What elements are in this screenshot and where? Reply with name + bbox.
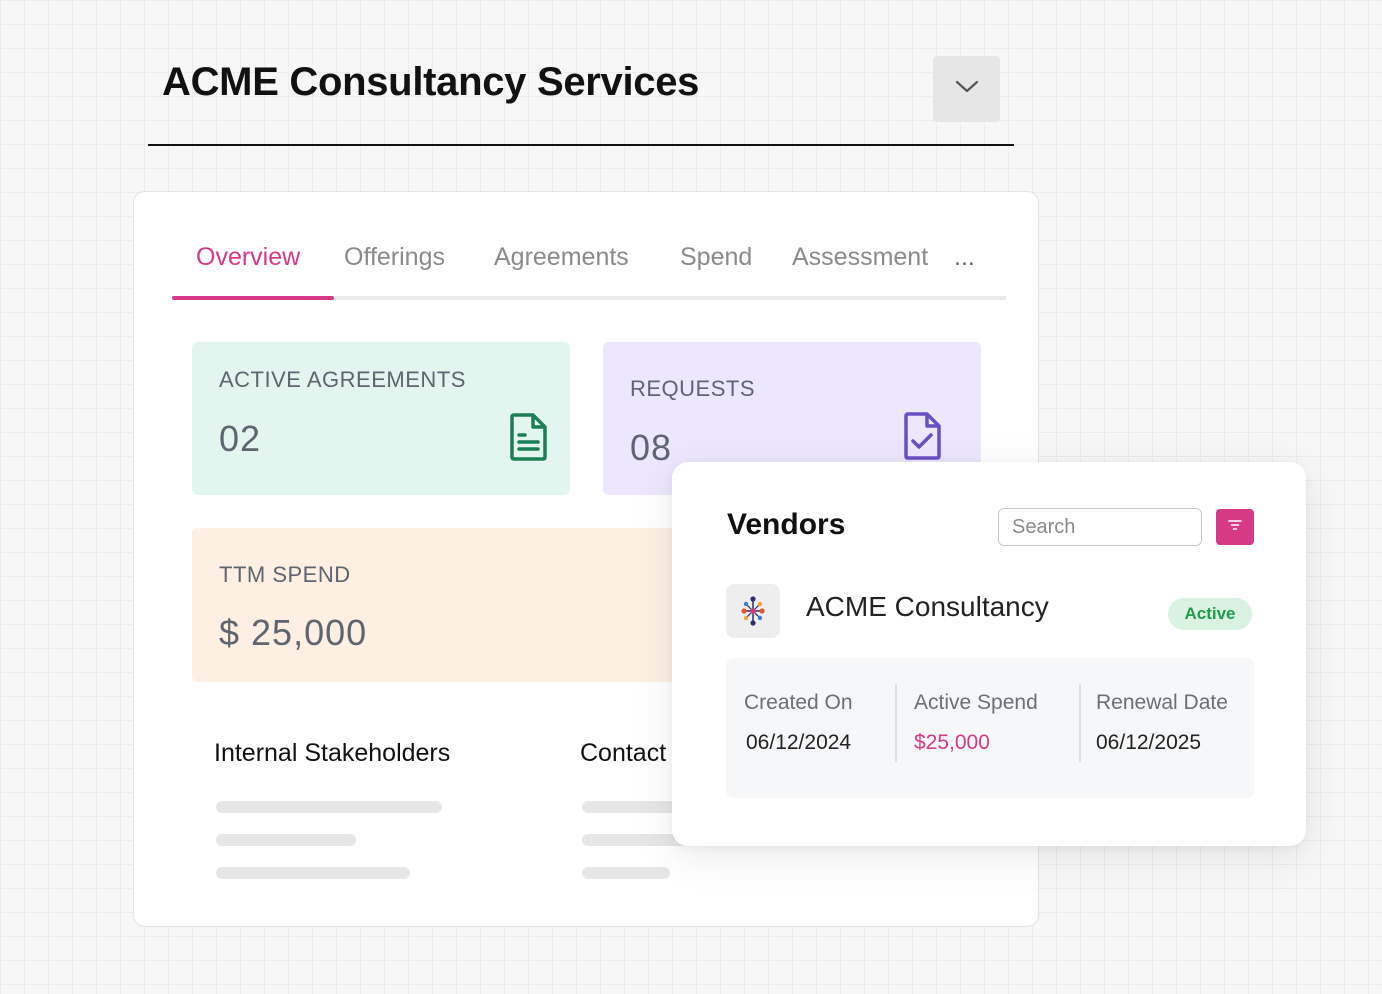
chevron-down-icon	[954, 79, 980, 100]
created-on-label: Created On	[744, 691, 853, 714]
tab-agreements[interactable]: Agreements	[494, 243, 629, 271]
search-input[interactable]	[998, 508, 1202, 546]
skeleton-line	[216, 867, 410, 879]
detail-divider	[1079, 684, 1081, 762]
ttm-spend-card[interactable]: TTM SPEND $ 25,000	[192, 528, 712, 682]
vendor-details	[726, 658, 1254, 798]
ttm-spend-label: TTM SPEND	[219, 562, 351, 587]
skeleton-line	[582, 801, 692, 813]
requests-value: 08	[630, 427, 673, 468]
tab-assessment[interactable]: Assessment	[792, 243, 929, 271]
active-spend-label: Active Spend	[914, 691, 1038, 714]
active-agreements-card[interactable]: ACTIVE AGREEMENTS 02	[192, 342, 570, 495]
active-spend-value: $25,000	[914, 731, 990, 754]
skeleton-line	[582, 867, 670, 879]
filter-icon	[1227, 518, 1243, 536]
status-badge: Active	[1168, 598, 1252, 630]
requests-label: REQUESTS	[630, 376, 756, 401]
tabs-more-button[interactable]: ...	[954, 243, 975, 271]
vendor-logo	[726, 584, 780, 638]
skeleton-line	[216, 834, 356, 846]
tab-offerings[interactable]: Offerings	[344, 243, 445, 271]
active-tab-indicator	[172, 296, 334, 300]
filter-button[interactable]	[1216, 509, 1254, 545]
contact-heading: Contact	[580, 739, 667, 767]
ttm-spend-value: $ 25,000	[219, 612, 368, 653]
renewal-date-label: Renewal Date	[1096, 691, 1228, 714]
active-agreements-value: 02	[219, 418, 262, 459]
created-on-value: 06/12/2024	[746, 731, 852, 754]
tab-spend[interactable]: Spend	[680, 243, 753, 271]
page-title: ACME Consultancy Services	[162, 60, 700, 104]
renewal-date-value: 06/12/2025	[1096, 731, 1202, 754]
vendors-title: Vendors	[727, 508, 846, 541]
internal-stakeholders-heading: Internal Stakeholders	[214, 739, 451, 767]
vendor-name[interactable]: ACME Consultancy	[806, 591, 1049, 622]
tab-bar: Overview Offerings Agreements Spend Asse…	[172, 240, 1006, 300]
title-divider	[148, 144, 1014, 146]
active-agreements-label: ACTIVE AGREEMENTS	[219, 367, 466, 392]
detail-divider	[895, 684, 897, 762]
document-check-icon	[902, 412, 942, 465]
dropdown-button[interactable]	[933, 56, 1000, 122]
skeleton-line	[582, 834, 692, 846]
skeleton-line	[216, 801, 442, 813]
document-icon	[508, 413, 548, 466]
tab-overview[interactable]: Overview	[196, 243, 301, 271]
